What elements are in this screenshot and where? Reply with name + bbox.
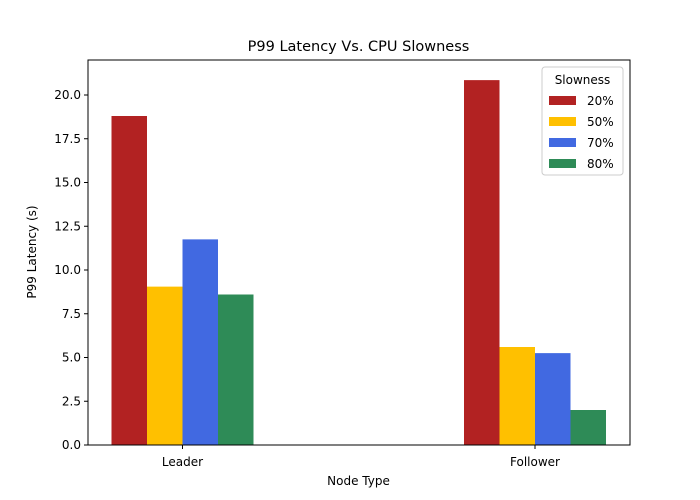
legend-swatch-20pct	[549, 96, 576, 105]
legend-swatch-70pct	[549, 138, 576, 147]
y-tick-label: 10.0	[54, 263, 81, 277]
legend-box	[541, 66, 624, 176]
y-tick-label: 17.5	[54, 132, 81, 146]
bar-follower-20pct	[464, 80, 500, 445]
y-axis-label: P99 Latency (s)	[25, 205, 39, 298]
bar-leader-20pct	[111, 116, 147, 445]
bars-group	[111, 80, 606, 445]
legend-title: Slowness	[555, 73, 611, 87]
legend-label-20pct: 20%	[587, 94, 614, 108]
y-tick-label: 15.0	[54, 176, 81, 190]
bar-leader-50pct	[147, 286, 183, 445]
legend-label-70pct: 70%	[587, 136, 614, 150]
y-tick-label: 0.0	[62, 438, 81, 452]
bar-leader-70pct	[182, 239, 218, 445]
x-axis-label: Node Type	[327, 474, 390, 488]
y-tick-label: 12.5	[54, 219, 81, 233]
legend-label-80pct: 80%	[587, 157, 614, 171]
y-tick-label: 20.0	[54, 88, 81, 102]
legend-swatch-50pct	[549, 117, 576, 126]
legend: Slowness 20% 50% 70% 80%	[541, 66, 624, 176]
plot-frame	[87, 59, 631, 446]
legend-label-50pct: 50%	[587, 115, 614, 129]
bar-follower-80pct	[570, 410, 606, 445]
y-tick-label: 7.5	[62, 307, 81, 321]
y-tick-label: 5.0	[62, 351, 81, 365]
x-tick-label-follower: Follower	[510, 455, 560, 469]
bar-follower-50pct	[499, 347, 535, 445]
x-tick-label-leader: Leader	[162, 455, 203, 469]
bar-follower-70pct	[535, 353, 571, 445]
y-tick-label: 2.5	[62, 394, 81, 408]
bar-leader-80pct	[218, 294, 254, 445]
chart-title: P99 Latency Vs. CPU Slowness	[248, 39, 470, 55]
legend-swatch-80pct	[549, 159, 576, 168]
axes-group: 0.0 2.5 5.0 7.5 10.0 12.5 15.0 17.5 20.0 Leader Fo…	[54, 59, 631, 469]
